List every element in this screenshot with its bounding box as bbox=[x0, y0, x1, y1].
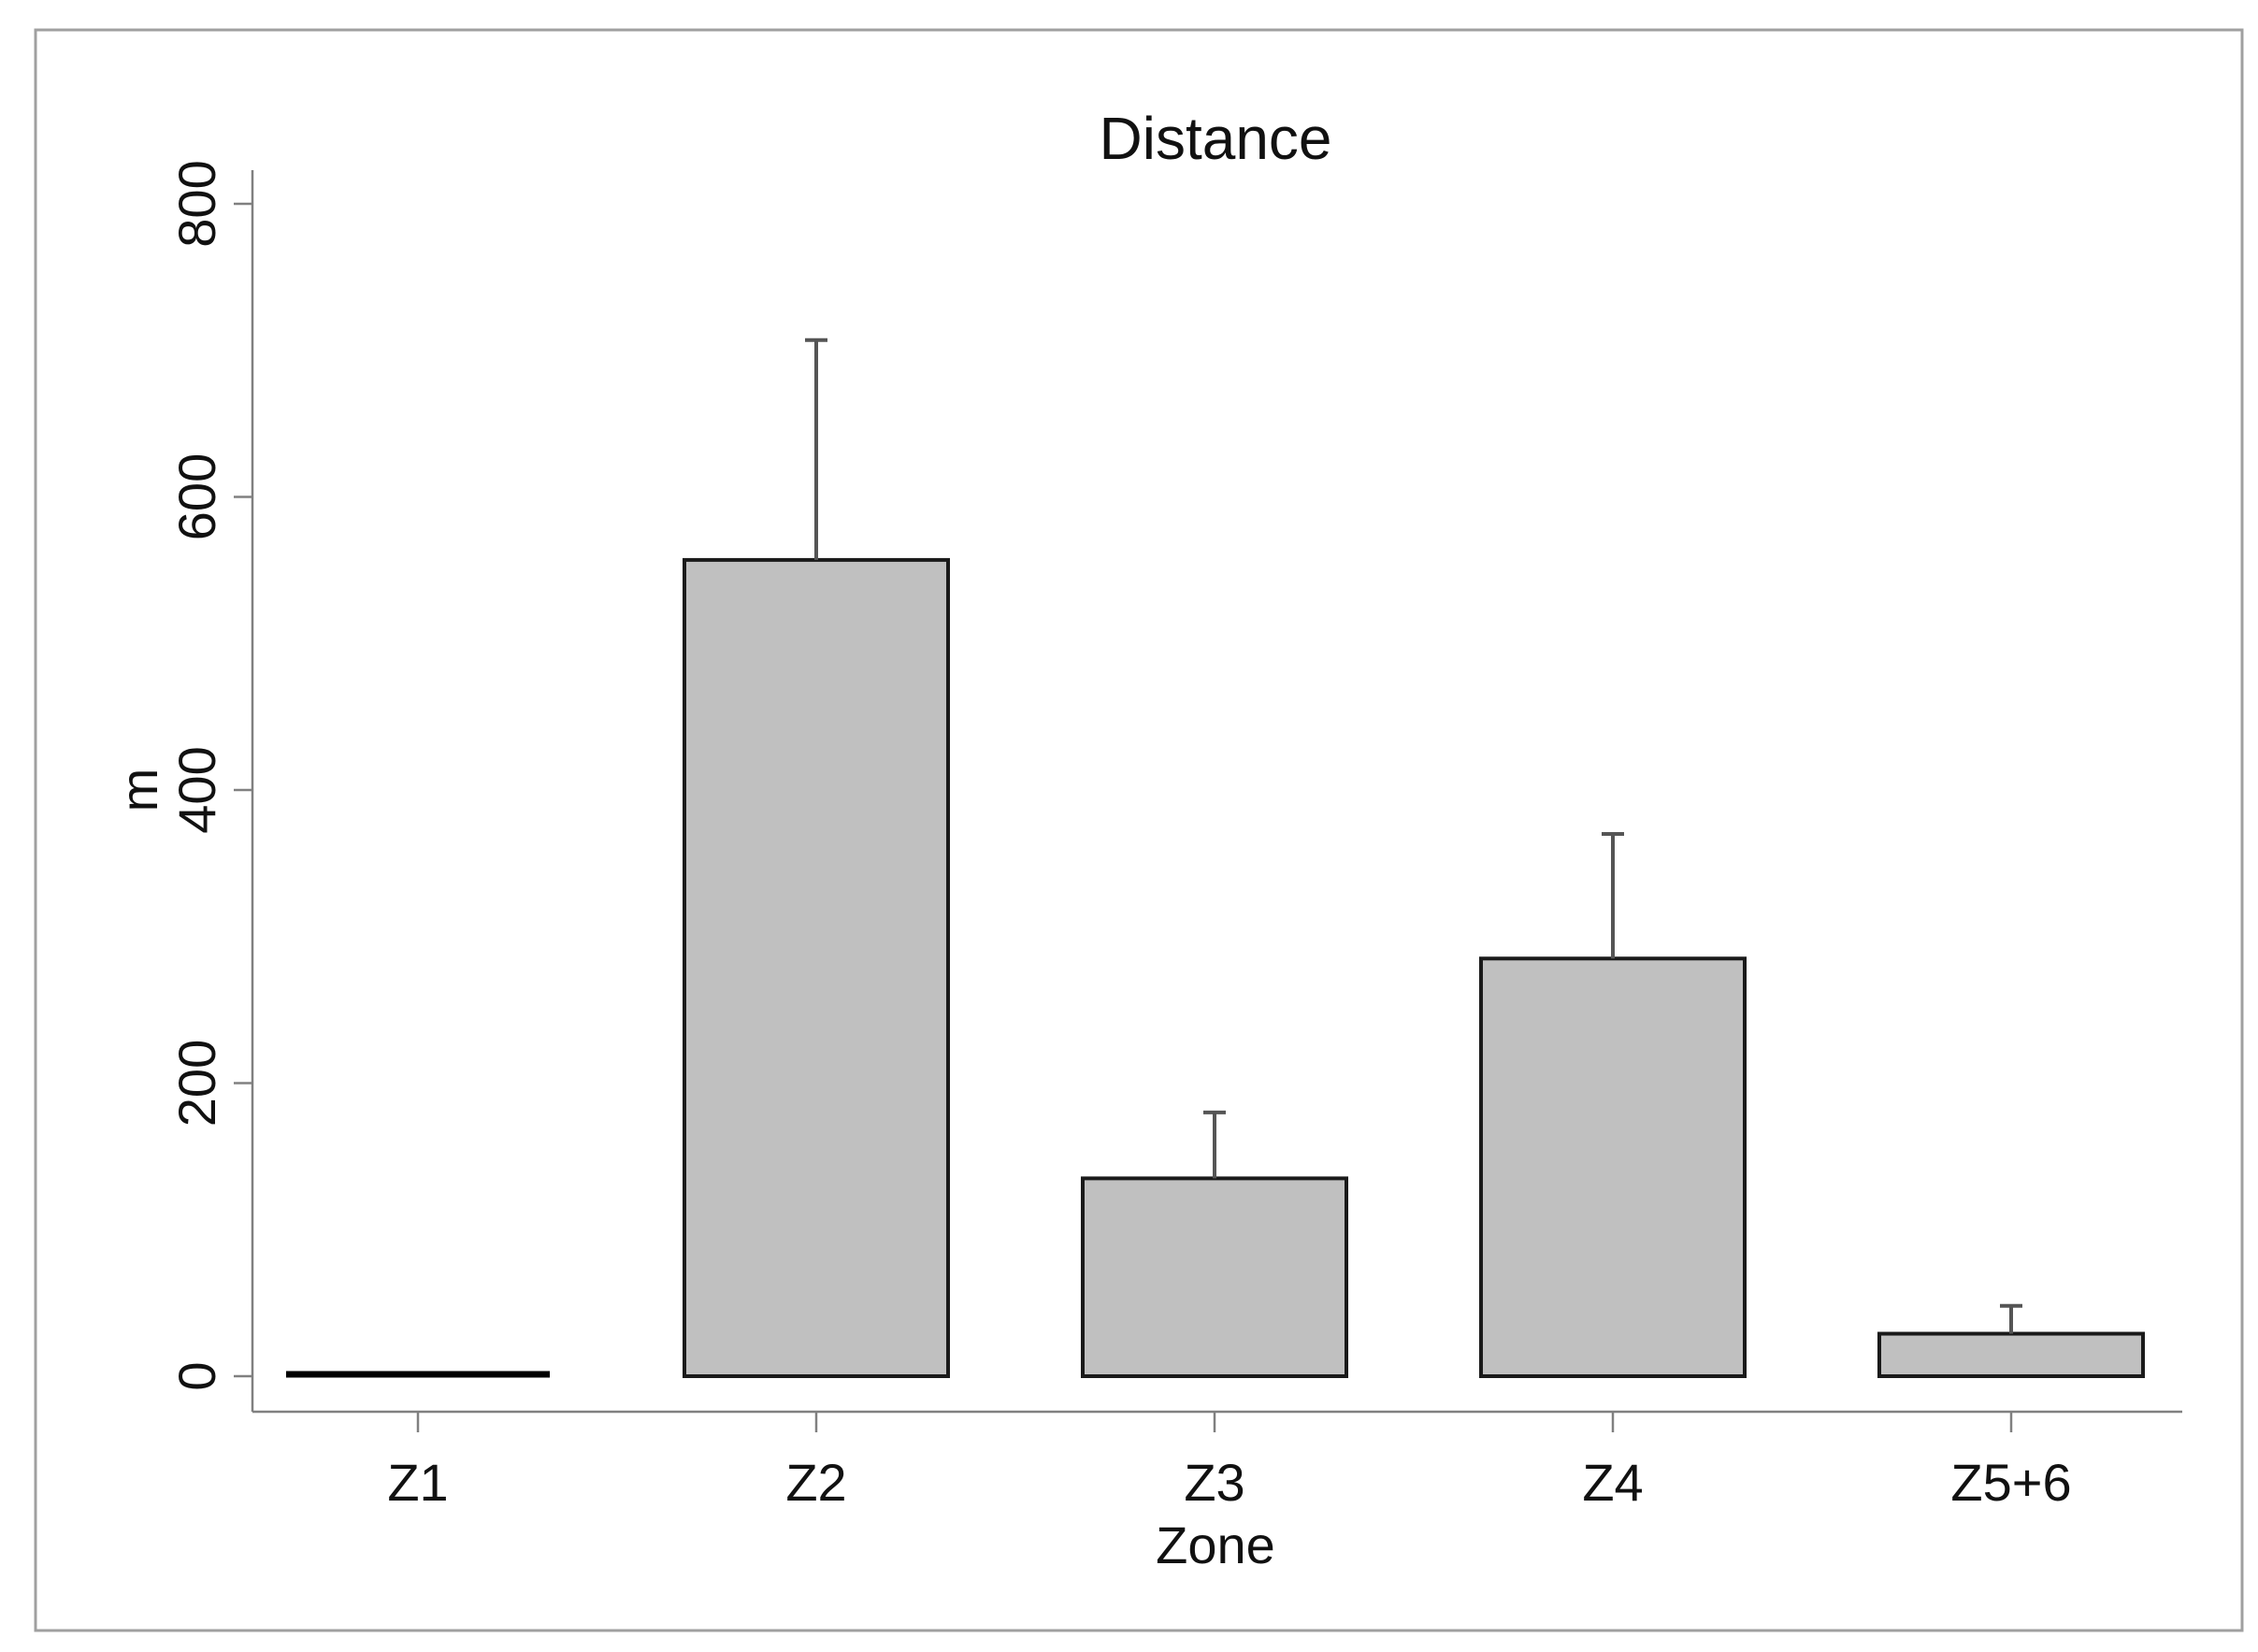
y-tick-label-0: 0 bbox=[167, 1361, 226, 1390]
error-bars-group bbox=[805, 338, 2022, 1334]
x-tick-label-z4: Z4 bbox=[1582, 1453, 1643, 1512]
error-bar-z4 bbox=[1602, 832, 1624, 959]
x-tick-label-z5-6: Z5+6 bbox=[1950, 1453, 2071, 1512]
x-tick-label-z1: Z1 bbox=[387, 1453, 448, 1512]
y-tick-label-400: 400 bbox=[167, 746, 226, 833]
x-axis-ticks: Z1 Z2 Z3 Z4 Z5+6 bbox=[387, 1412, 2072, 1512]
bar-z2 bbox=[683, 557, 950, 1378]
x-tick-label-z3: Z3 bbox=[1184, 1453, 1244, 1512]
y-tick-label-800: 800 bbox=[167, 160, 226, 247]
bars-group bbox=[286, 557, 2145, 1378]
y-tick-label-200: 200 bbox=[167, 1040, 226, 1127]
x-axis-title: Zone bbox=[1156, 1516, 1275, 1574]
y-tick-label-600: 600 bbox=[167, 453, 226, 540]
bar-z5-6 bbox=[1877, 1331, 2145, 1378]
chart-title: Distance bbox=[1100, 105, 1332, 172]
error-bar-z3 bbox=[1203, 1110, 1226, 1179]
error-bar-z5-6 bbox=[2000, 1303, 2022, 1334]
bar-z4 bbox=[1479, 956, 1747, 1378]
error-bar-z2 bbox=[805, 338, 827, 560]
chart-frame bbox=[34, 28, 2244, 1632]
x-tick-label-z2: Z2 bbox=[785, 1453, 846, 1512]
y-axis-title: m bbox=[109, 769, 168, 812]
y-axis-ticks: 0 200 400 600 800 bbox=[167, 160, 252, 1391]
bar-z3 bbox=[1081, 1176, 1348, 1378]
